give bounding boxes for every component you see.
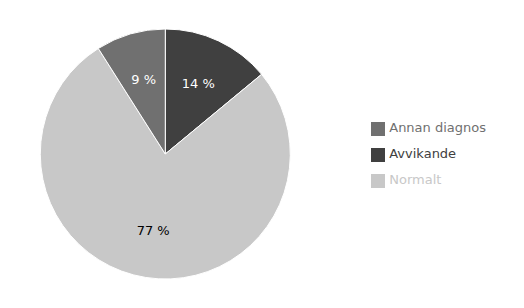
html-text:Normalt: Normalt [389,172,442,187]
svg-text:14 %: 14 % [182,76,215,91]
svg-text:9 %: 9 % [131,72,156,87]
html-text:Avvikande: Avvikande [389,146,457,161]
html-text:Annan diagnos: Annan diagnos [389,120,486,135]
svg-text:77 %: 77 % [137,223,170,238]
